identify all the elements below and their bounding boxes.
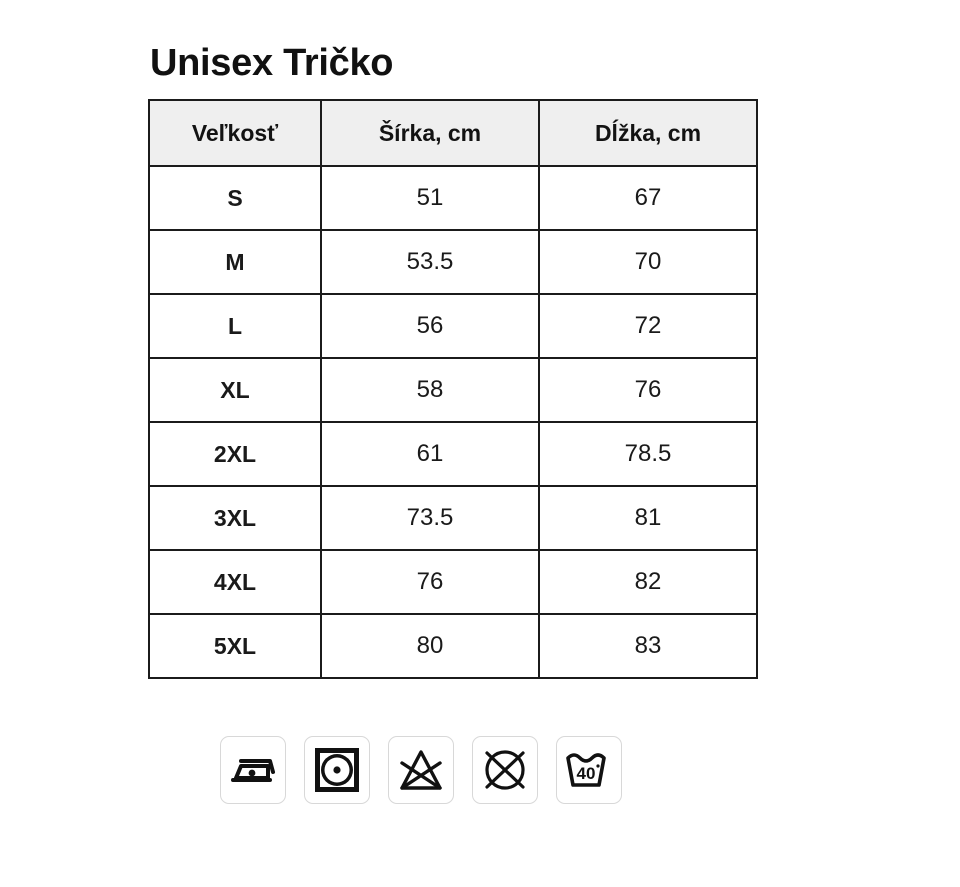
cell-width: 56 [320,293,540,359]
wash-40-icon: 40 [563,749,615,791]
do-not-dry-clean-icon [481,746,529,794]
cell-width: 51 [320,165,540,231]
cell-size: 2XL [148,421,322,487]
tumble-dry-low-icon [312,745,362,795]
care-symbol-tumble-dry [304,736,370,804]
cell-width: 53.5 [320,229,540,295]
cell-width: 61 [320,421,540,487]
cell-size: L [148,293,322,359]
do-not-bleach-icon [396,747,446,793]
size-table: Veľkosť Šírka, cm Dĺžka, cm S 51 67 M 53… [148,99,758,679]
table-row: 5XL 80 83 [148,613,758,679]
cell-width: 58 [320,357,540,423]
cell-length: 76 [538,357,758,423]
table-header-row: Veľkosť Šírka, cm Dĺžka, cm [148,99,758,167]
table-row: S 51 67 [148,165,758,231]
cell-width: 80 [320,613,540,679]
cell-length: 81 [538,485,758,551]
table-row: 2XL 61 78.5 [148,421,758,487]
care-symbol-do-not-bleach [388,736,454,804]
column-header-width: Šírka, cm [320,99,540,167]
cell-size: 5XL [148,613,322,679]
table-row: XL 58 76 [148,357,758,423]
svg-text:40: 40 [577,764,596,783]
size-table-body: S 51 67 M 53.5 70 L 56 72 XL 58 76 2XL 6 [148,165,758,679]
table-row: M 53.5 70 [148,229,758,295]
size-table-head: Veľkosť Šírka, cm Dĺžka, cm [148,99,758,167]
column-header-size: Veľkosť [148,99,322,167]
table-row: L 56 72 [148,293,758,359]
cell-length: 70 [538,229,758,295]
column-header-length: Dĺžka, cm [538,99,758,167]
iron-one-dot-icon [228,748,278,792]
cell-size: XL [148,357,322,423]
cell-size: M [148,229,322,295]
cell-length: 67 [538,165,758,231]
cell-width: 76 [320,549,540,615]
care-symbol-do-not-dry-clean [472,736,538,804]
cell-size: 3XL [148,485,322,551]
cell-length: 78.5 [538,421,758,487]
table-row: 3XL 73.5 81 [148,485,758,551]
cell-size: 4XL [148,549,322,615]
cell-size: S [148,165,322,231]
cell-length: 72 [538,293,758,359]
care-symbol-wash-40: 40 [556,736,622,804]
cell-width: 73.5 [320,485,540,551]
page-title: Unisex Tričko [150,42,394,84]
care-symbol-iron [220,736,286,804]
table-row: 4XL 76 82 [148,549,758,615]
care-symbols-row: 40 [220,736,622,804]
cell-length: 83 [538,613,758,679]
cell-length: 82 [538,549,758,615]
